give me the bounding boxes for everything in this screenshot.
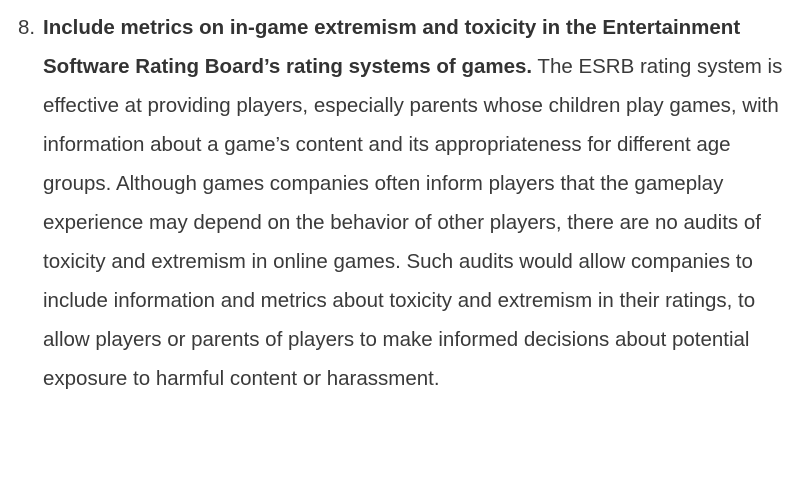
item-body: The ESRB rating system is effective at p…	[43, 55, 783, 390]
item-number: 8.	[18, 16, 36, 39]
list-item: 8. Include metrics on in-game extremism …	[18, 16, 783, 390]
item-heading: Include metrics on in-game extremism and…	[43, 16, 741, 78]
